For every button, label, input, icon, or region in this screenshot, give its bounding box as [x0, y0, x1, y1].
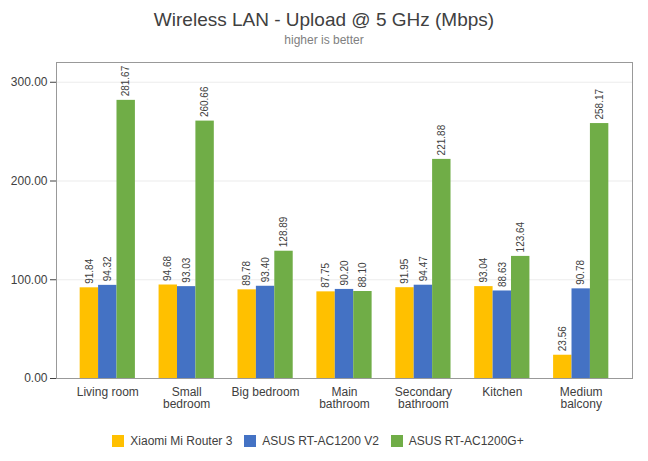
svg-text:91.95: 91.95 — [399, 258, 410, 283]
svg-text:88.10: 88.10 — [357, 262, 368, 287]
svg-text:89.78: 89.78 — [241, 260, 252, 285]
svg-text:87.75: 87.75 — [320, 262, 331, 287]
svg-text:221.88: 221.88 — [436, 124, 447, 155]
svg-text:300.00: 300.00 — [11, 75, 48, 89]
svg-text:128.89: 128.89 — [278, 216, 289, 247]
svg-text:Big bedroom: Big bedroom — [232, 385, 300, 399]
svg-text:93.03: 93.03 — [181, 257, 192, 282]
svg-text:93.04: 93.04 — [478, 257, 489, 282]
svg-text:200.00: 200.00 — [11, 174, 48, 188]
html-text:Wireless LAN - Upload @ 5 GHz: Wireless LAN - Upload @ 5 GHz (Mbps) — [153, 9, 495, 30]
svg-text:0.00: 0.00 — [24, 371, 48, 385]
svg-text:100.00: 100.00 — [11, 273, 48, 287]
html-text:ASUS RT-AC1200G+: ASUS RT-AC1200G+ — [408, 433, 524, 448]
svg-text:90.20: 90.20 — [339, 260, 350, 285]
svg-text:Kitchen: Kitchen — [482, 385, 522, 399]
svg-text:23.56: 23.56 — [557, 326, 568, 351]
svg-text:91.84: 91.84 — [84, 258, 95, 283]
html-text:Xiaomi Mi Router 3: Xiaomi Mi Router 3 — [130, 433, 233, 448]
svg-text:88.63: 88.63 — [497, 262, 508, 287]
html-text:higher is better: higher is better — [284, 33, 364, 47]
svg-text:123.64: 123.64 — [515, 221, 526, 252]
svg-text:260.66: 260.66 — [199, 86, 210, 117]
svg-text:94.68: 94.68 — [162, 256, 173, 281]
svg-text:Smallbedroom: Smallbedroom — [163, 385, 210, 411]
svg-text:94.32: 94.32 — [102, 256, 113, 281]
svg-text:281.67: 281.67 — [120, 65, 131, 96]
svg-text:94.47: 94.47 — [418, 256, 429, 281]
html-text:ASUS RT-AC1200 V2: ASUS RT-AC1200 V2 — [262, 433, 379, 448]
svg-text:Mediumbalcony: Mediumbalcony — [560, 385, 603, 411]
svg-text:Mainbathroom: Mainbathroom — [319, 385, 370, 411]
svg-text:Living room: Living room — [77, 385, 139, 399]
svg-text:93.40: 93.40 — [260, 257, 271, 282]
svg-text:258.17: 258.17 — [594, 89, 605, 120]
svg-text:90.78: 90.78 — [575, 259, 586, 284]
svg-text:Secondarybathroom: Secondarybathroom — [395, 385, 452, 411]
